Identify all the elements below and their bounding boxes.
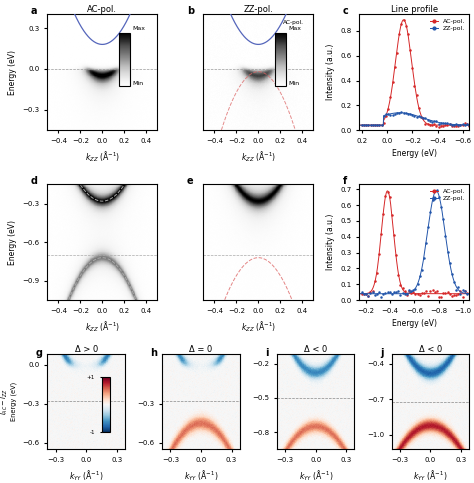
Text: Min: Min <box>132 81 143 86</box>
Text: i: i <box>265 348 269 358</box>
Text: a: a <box>31 6 37 16</box>
X-axis label: Energy (eV): Energy (eV) <box>392 319 437 328</box>
Y-axis label: Energy (eV): Energy (eV) <box>8 50 17 95</box>
Y-axis label: $I_{AC}-I_{ZZ}$
Energy (eV): $I_{AC}-I_{ZZ}$ Energy (eV) <box>0 382 17 421</box>
X-axis label: $k_{ZZ}$ (Å$^{-1}$): $k_{ZZ}$ (Å$^{-1}$) <box>241 319 276 334</box>
Text: Max: Max <box>288 27 301 31</box>
Text: f: f <box>343 176 347 186</box>
Y-axis label: Intensity (a.u.): Intensity (a.u.) <box>326 214 335 270</box>
X-axis label: Energy (eV): Energy (eV) <box>392 149 437 158</box>
Text: AC-pol.: AC-pol. <box>283 19 303 25</box>
X-axis label: $k_{YY}$ (Å$^{-1}$): $k_{YY}$ (Å$^{-1}$) <box>69 469 103 483</box>
Legend: AC-pol., ZZ-pol.: AC-pol., ZZ-pol. <box>429 17 466 33</box>
Legend: AC-pol., ZZ-pol.: AC-pol., ZZ-pol. <box>429 187 466 203</box>
Title: Δ < 0: Δ < 0 <box>304 344 328 354</box>
X-axis label: $k_{YY}$ (Å$^{-1}$): $k_{YY}$ (Å$^{-1}$) <box>413 469 447 483</box>
Text: b: b <box>187 6 194 16</box>
Text: e: e <box>187 176 193 186</box>
X-axis label: $k_{ZZ}$ (Å$^{-1}$): $k_{ZZ}$ (Å$^{-1}$) <box>241 149 276 164</box>
Title: Δ = 0: Δ = 0 <box>189 344 212 354</box>
X-axis label: $k_{YY}$ (Å$^{-1}$): $k_{YY}$ (Å$^{-1}$) <box>184 469 218 483</box>
Title: Line profile: Line profile <box>391 5 438 14</box>
Text: Min: Min <box>288 81 299 86</box>
Text: j: j <box>380 348 383 358</box>
Title: Δ < 0: Δ < 0 <box>419 344 442 354</box>
Text: Max: Max <box>132 27 145 31</box>
Text: d: d <box>31 176 38 186</box>
Text: h: h <box>151 348 157 358</box>
Title: ZZ-pol.: ZZ-pol. <box>243 5 273 14</box>
Y-axis label: Intensity (a.u.): Intensity (a.u.) <box>326 44 335 100</box>
X-axis label: $k_{ZZ}$ (Å$^{-1}$): $k_{ZZ}$ (Å$^{-1}$) <box>85 319 120 334</box>
Text: c: c <box>343 6 349 16</box>
X-axis label: $k_{ZZ}$ (Å$^{-1}$): $k_{ZZ}$ (Å$^{-1}$) <box>85 149 120 164</box>
Text: g: g <box>36 348 43 358</box>
Title: Δ > 0: Δ > 0 <box>74 344 98 354</box>
Title: AC-pol.: AC-pol. <box>87 5 118 14</box>
Y-axis label: Energy (eV): Energy (eV) <box>8 220 17 265</box>
X-axis label: $k_{YY}$ (Å$^{-1}$): $k_{YY}$ (Å$^{-1}$) <box>299 469 333 483</box>
